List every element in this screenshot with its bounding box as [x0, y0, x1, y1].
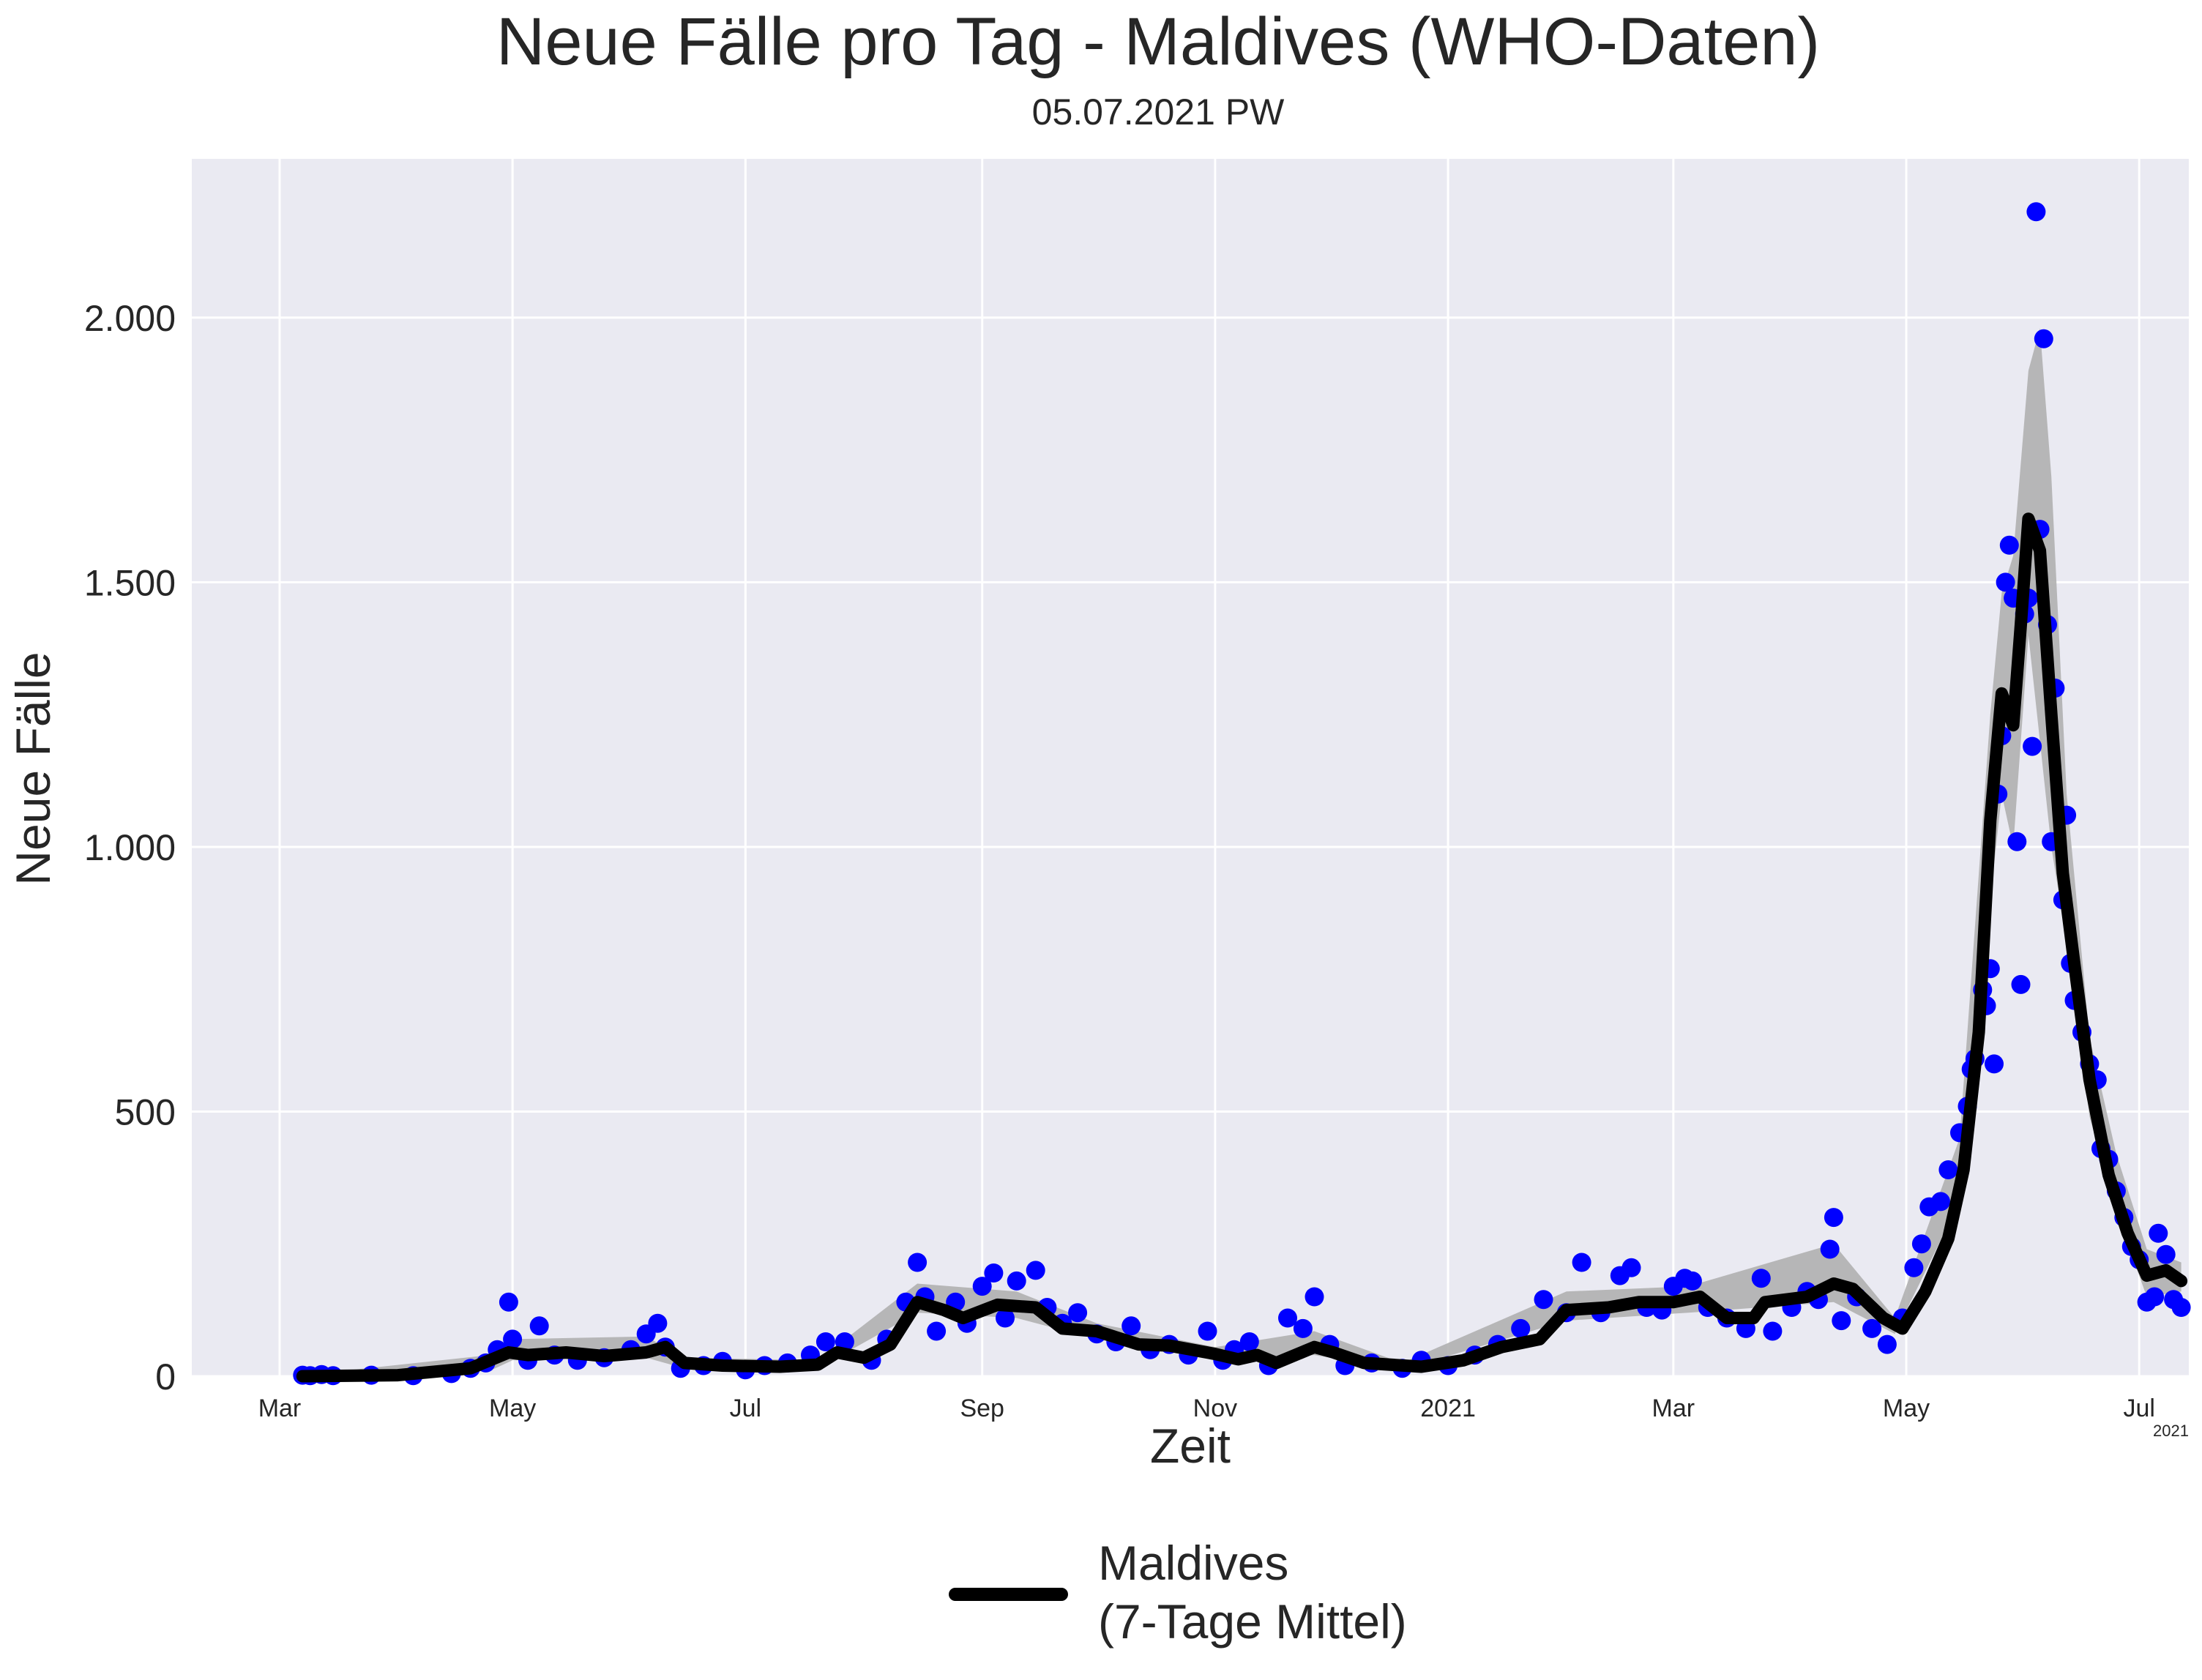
daily-point — [2011, 974, 2031, 994]
daily-point — [1278, 1308, 1297, 1328]
daily-point — [835, 1332, 854, 1351]
x-tick-label: Sep — [960, 1395, 1004, 1422]
daily-point — [2145, 1287, 2165, 1307]
x-tick-label: Jul — [2123, 1395, 2154, 1422]
daily-point — [1682, 1271, 1702, 1291]
daily-point — [1938, 1160, 1958, 1179]
daily-point — [1198, 1321, 1217, 1341]
daily-point — [1572, 1252, 1591, 1272]
chart-subtitle: 05.07.2021 PW — [1032, 92, 1285, 132]
daily-point — [529, 1316, 549, 1336]
mean-line — [296, 512, 2188, 1383]
daily-point — [1824, 1208, 1843, 1228]
daily-point — [1862, 1318, 1882, 1338]
y-tick-label: 0 — [155, 1356, 176, 1397]
daily-point — [499, 1292, 518, 1312]
chart-title: Neue Fälle pro Tag - Maldives (WHO-Daten… — [496, 4, 1820, 79]
daily-point — [1751, 1269, 1771, 1288]
x-axis-label: Zeit — [1150, 1419, 1231, 1473]
daily-point — [1820, 1239, 1840, 1259]
daily-point — [648, 1313, 668, 1333]
daily-point — [2156, 1244, 2176, 1264]
y-tick-label: 500 — [115, 1091, 176, 1132]
daily-point — [996, 1308, 1015, 1328]
x-axis-offset-label: 2021 — [2153, 1422, 2189, 1440]
legend-label-line2: (7-Tage Mittel) — [1098, 1594, 1407, 1649]
daily-point — [816, 1332, 835, 1351]
daily-point — [1007, 1271, 1026, 1291]
daily-point — [1985, 1054, 2004, 1074]
daily-point — [1996, 572, 2015, 592]
daily-point — [1999, 535, 2019, 555]
daily-point — [2007, 832, 2027, 851]
x-tick-label: Mar — [258, 1395, 302, 1422]
daily-point — [1293, 1318, 1313, 1338]
daily-point — [503, 1329, 523, 1349]
x-tick-label: 2021 — [1420, 1395, 1476, 1422]
daily-point — [1534, 1290, 1553, 1310]
legend: Maldives (7-Tage Mittel) — [949, 1536, 1407, 1649]
daily-point — [2026, 202, 2046, 222]
mean-line-layer — [296, 512, 2188, 1383]
daily-point — [1911, 1234, 1931, 1254]
daily-point — [1763, 1321, 1783, 1341]
daily-point — [1511, 1318, 1531, 1338]
daily-point — [2034, 329, 2053, 348]
daily-point — [1832, 1311, 1851, 1331]
daily-point — [1121, 1316, 1141, 1336]
daily-point — [1621, 1258, 1641, 1277]
daily-point — [984, 1263, 1004, 1283]
y-tick-label: 1.000 — [84, 827, 176, 868]
x-tick-label: May — [489, 1395, 536, 1422]
daily-point — [908, 1252, 928, 1272]
daily-point — [2023, 736, 2042, 756]
daily-point — [1068, 1303, 1088, 1323]
daily-point — [1904, 1258, 1924, 1277]
daily-point — [1931, 1192, 1950, 1212]
daily-point — [1026, 1261, 1045, 1280]
x-tick-label: Jul — [730, 1395, 761, 1422]
grid-lines — [192, 159, 2189, 1378]
daily-point — [972, 1277, 992, 1296]
daily-point — [1305, 1287, 1324, 1307]
x-tick-label: Mar — [1652, 1395, 1695, 1422]
y-axis: 0 500 1.000 1.500 2.000 — [84, 298, 176, 1397]
y-tick-label: 1.500 — [84, 562, 176, 603]
x-axis: Mar May Jul Sep Nov 2021 Mar May Jul — [258, 1395, 2155, 1422]
daily-point — [2171, 1298, 2191, 1317]
daily-point — [927, 1321, 947, 1341]
plot-area — [192, 159, 2189, 1376]
daily-point — [1877, 1334, 1897, 1354]
y-tick-label: 2.000 — [84, 298, 176, 339]
daily-point — [1239, 1332, 1259, 1351]
y-axis-label: Neue Fälle — [6, 652, 60, 885]
x-tick-label: May — [1883, 1395, 1930, 1422]
x-tick-label: Nov — [1193, 1395, 1237, 1422]
legend-label-line1: Maldives — [1098, 1536, 1288, 1590]
daily-point — [2149, 1223, 2168, 1243]
